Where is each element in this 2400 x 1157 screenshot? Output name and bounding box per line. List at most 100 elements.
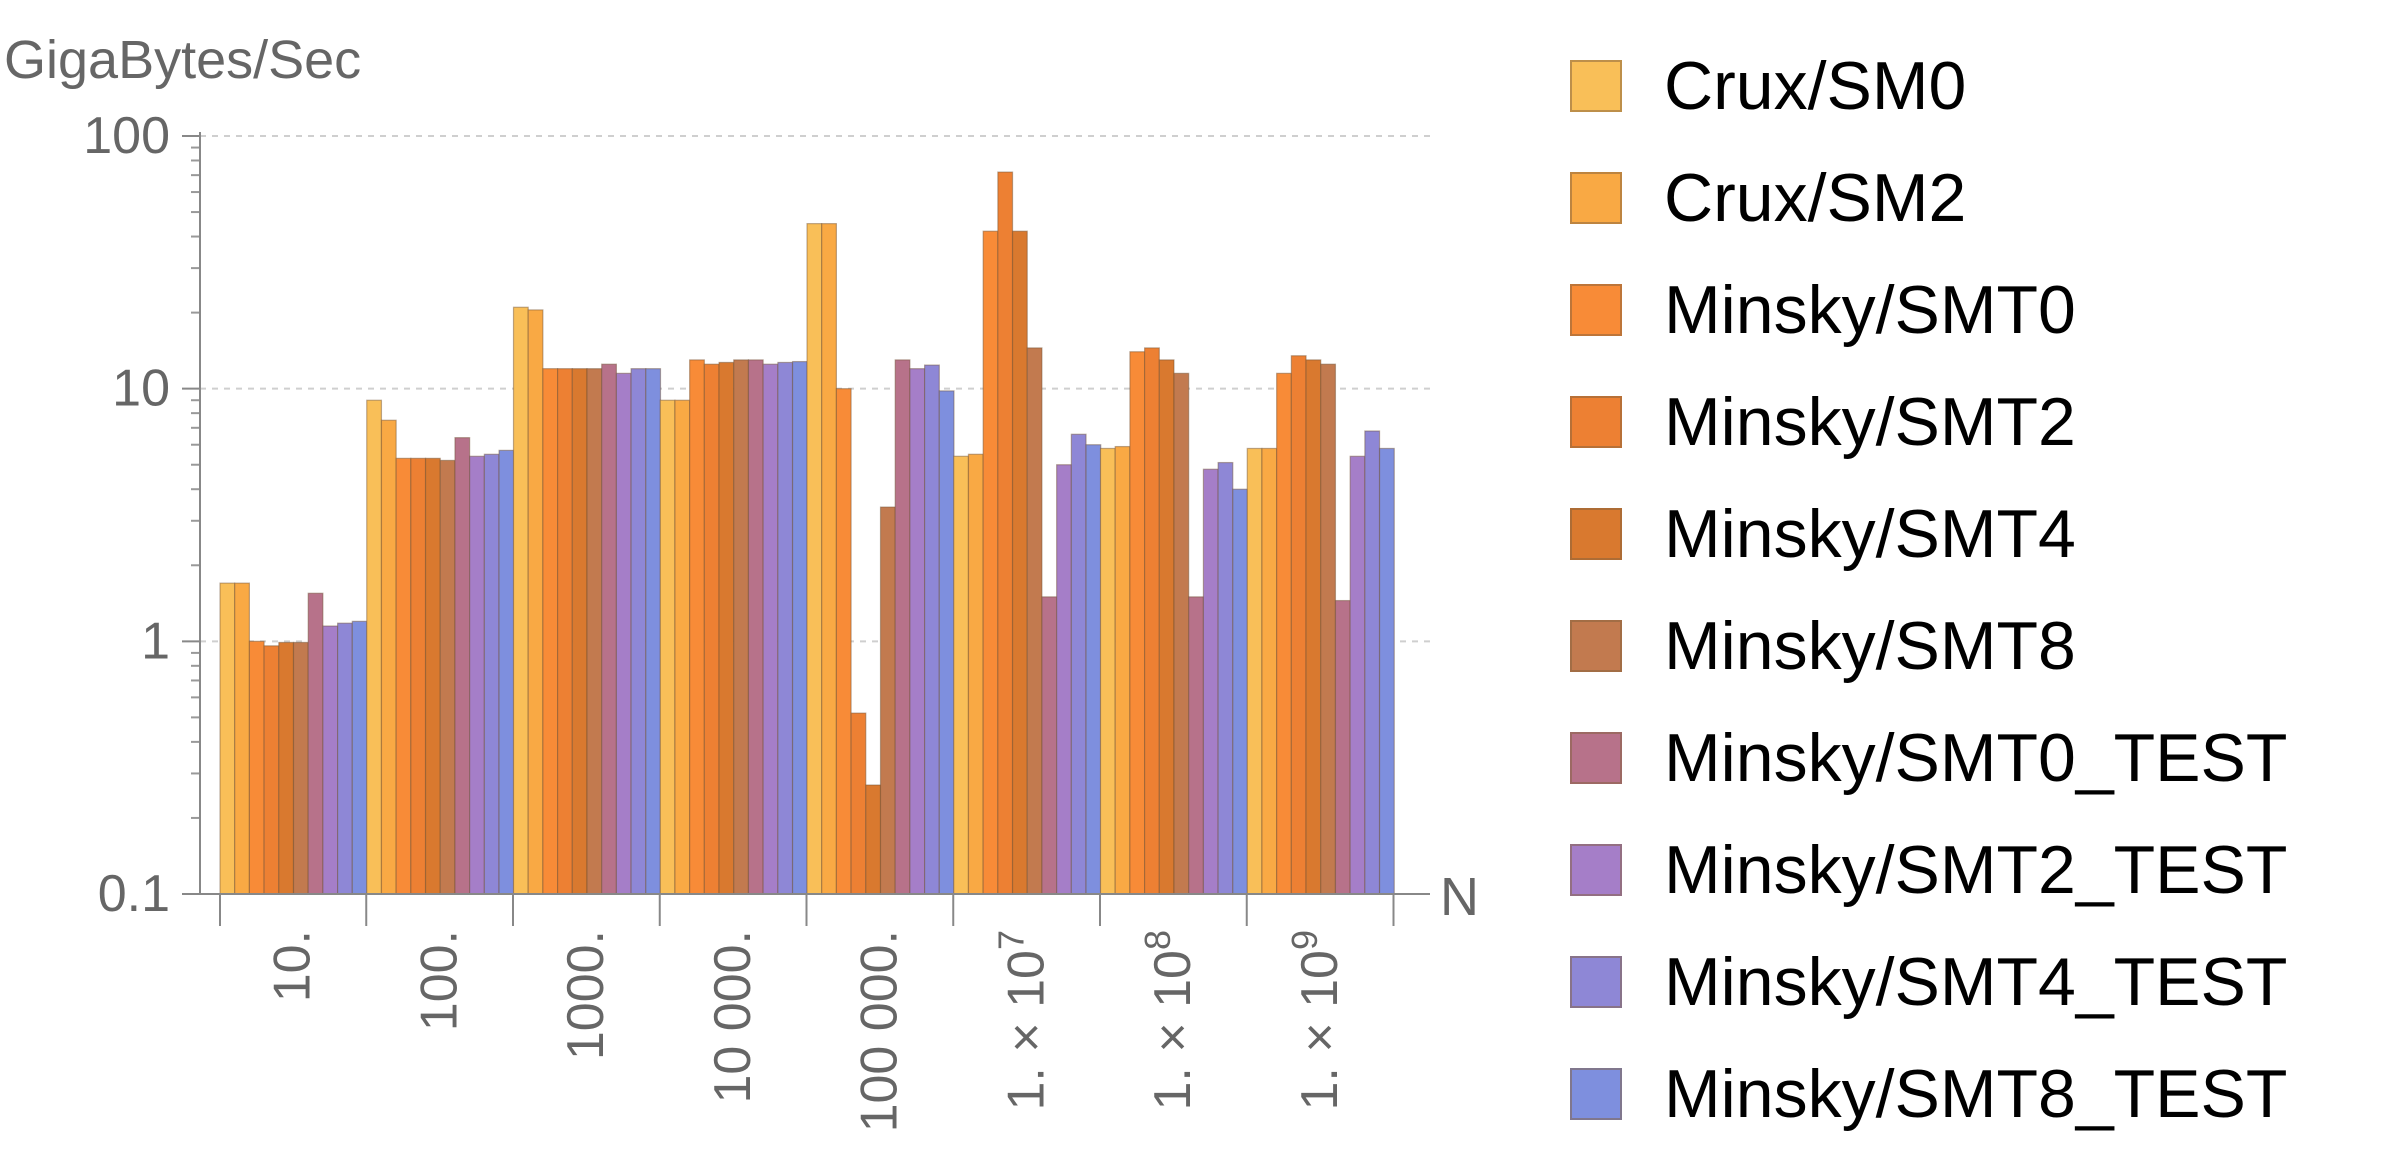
legend-swatch [1570, 1068, 1622, 1120]
bar [337, 622, 353, 895]
bar [645, 368, 662, 895]
legend-item: Minsky/SMT4_TEST [1570, 926, 2390, 1038]
bar [469, 455, 485, 895]
bar [292, 641, 309, 895]
bar [1041, 596, 1058, 895]
bar [1188, 596, 1204, 895]
bar [865, 784, 882, 895]
bar [674, 399, 691, 895]
bar [527, 309, 544, 895]
bar [351, 620, 368, 895]
legend-label: Minsky/SMT8 [1664, 608, 2076, 684]
bar [1334, 599, 1351, 895]
bar [1276, 372, 1292, 895]
legend-swatch [1570, 60, 1622, 112]
bar [512, 306, 529, 895]
legend: Crux/SM0 Crux/SM2 Minsky/SMT0 Minsky/SMT2 Mi… [1570, 30, 2390, 1150]
x-tick-label: 100 000. [851, 930, 909, 1132]
legend-swatch [1570, 396, 1622, 448]
bar [542, 368, 559, 895]
bar [689, 359, 705, 895]
bar [777, 361, 794, 895]
legend-label: Minsky/SMT4 [1664, 496, 2076, 572]
legend-swatch [1570, 620, 1622, 672]
bar [586, 368, 603, 895]
bar [791, 360, 808, 895]
x-tick-label: 1. × 109 [1284, 930, 1349, 1111]
bar [821, 223, 838, 895]
bar [1232, 488, 1249, 895]
legend-label: Crux/SM2 [1664, 160, 1967, 236]
legend-item: Minsky/SMT0 [1570, 254, 2390, 366]
bar [615, 372, 632, 895]
y-tick-label: 1 [141, 612, 170, 670]
bar [850, 712, 867, 895]
legend-item: Minsky/SMT8 [1570, 590, 2390, 702]
bar [1114, 445, 1131, 895]
bar [1320, 363, 1337, 895]
legend-label: Minsky/SMT0 [1664, 272, 2076, 348]
bar [571, 368, 588, 895]
bar [1143, 347, 1160, 895]
legend-item: Crux/SM2 [1570, 142, 2390, 254]
bar [982, 230, 999, 895]
bar [1202, 468, 1219, 895]
bar [248, 640, 265, 895]
legend-item: Minsky/SMT4 [1570, 478, 2390, 590]
bar [1246, 447, 1263, 895]
bar [953, 455, 970, 895]
bar [1217, 461, 1234, 895]
bar [835, 388, 852, 895]
bar [1056, 464, 1072, 895]
bar [1349, 455, 1366, 895]
bar [1305, 359, 1322, 895]
bar [703, 363, 720, 895]
y-tick-label: 10 [112, 360, 170, 418]
bar [938, 390, 955, 895]
legend-label: Crux/SM0 [1664, 48, 1967, 124]
legend-swatch [1570, 956, 1622, 1008]
x-tick-label: 1. × 108 [1137, 930, 1202, 1111]
bar [718, 361, 735, 895]
bar [806, 223, 823, 895]
bar [322, 625, 339, 895]
bar [1026, 347, 1043, 895]
bar [909, 368, 926, 895]
y-tick-label: 100 [83, 107, 170, 165]
legend-label: Minsky/SMT8_TEST [1664, 1056, 2288, 1132]
legend-item: Crux/SM0 [1570, 30, 2390, 142]
legend-label: Minsky/SMT4_TEST [1664, 944, 2288, 1020]
bars [219, 171, 1395, 895]
bar [424, 457, 441, 895]
bar [659, 399, 676, 895]
legend-item: Minsky/SMT0_TEST [1570, 702, 2390, 814]
bar [498, 449, 515, 895]
bar [894, 359, 911, 895]
x-tick-label: 100. [410, 930, 468, 1031]
bar [879, 506, 896, 895]
legend-label: Minsky/SMT2 [1664, 384, 2076, 460]
x-axis-title: N [1440, 867, 1479, 927]
bar [967, 453, 984, 895]
bar [395, 457, 412, 895]
bar [263, 645, 280, 895]
bar [219, 582, 236, 895]
bar [439, 459, 456, 895]
legend-label: Minsky/SMT0_TEST [1664, 720, 2288, 796]
x-tick-label: 1. × 107 [990, 930, 1055, 1111]
y-tick-label: 0.1 [98, 865, 170, 923]
x-tick-label: 10 000. [704, 930, 762, 1104]
bar [1085, 444, 1102, 895]
bar [1129, 351, 1146, 895]
bar [380, 419, 397, 895]
bar [278, 641, 295, 895]
bar [1364, 430, 1381, 895]
legend-item: Minsky/SMT8_TEST [1570, 1038, 2390, 1150]
legend-item: Minsky/SMT2 [1570, 366, 2390, 478]
legend-swatch [1570, 284, 1622, 336]
bar [1290, 355, 1307, 895]
bar [747, 359, 764, 895]
bar [454, 437, 471, 895]
bar [1261, 447, 1278, 895]
bar [234, 582, 250, 895]
